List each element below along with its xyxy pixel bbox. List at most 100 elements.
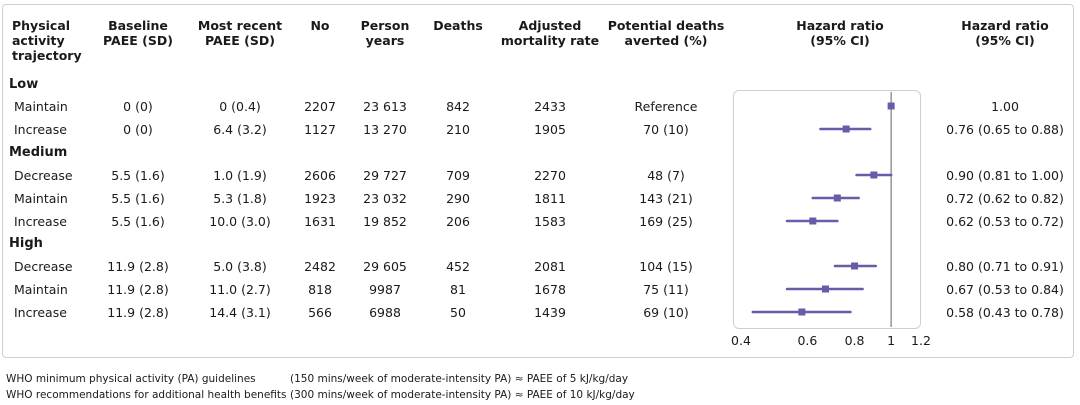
x-tick-label: 0.4 — [731, 333, 751, 348]
x-tick-label: 1 — [887, 333, 895, 348]
header-trajectory-line: activity — [12, 33, 65, 48]
recent-cell: 14.4 (3.1) — [209, 305, 271, 320]
x-tick-label: 0.8 — [845, 333, 865, 348]
hr-point — [822, 285, 830, 293]
trajectory-cell: Decrease — [14, 168, 73, 183]
person-years-cell: 29 605 — [363, 259, 407, 274]
header-no-line: No — [310, 18, 330, 33]
trajectory-cell: Increase — [14, 305, 67, 320]
no-cell: 566 — [308, 305, 332, 320]
header-trajectory-line: trajectory — [12, 48, 82, 63]
no-cell: 818 — [308, 282, 332, 297]
trajectory-cell: Increase — [14, 122, 67, 137]
deaths-cell: 81 — [450, 282, 466, 297]
no-cell: 2482 — [304, 259, 336, 274]
person-years-cell: 29 727 — [363, 168, 407, 183]
note-label: WHO recommendations for additional healt… — [6, 389, 287, 401]
header-adjusted-line: Adjusted — [518, 18, 582, 33]
hr-text-cell: 0.58 (0.43 to 0.78) — [946, 305, 1064, 320]
header-hr-plot-line: Hazard ratio — [796, 18, 884, 33]
forest-plot: 0.4 0.6 0.8 1 1.2 — [731, 92, 931, 348]
baseline-cell: 5.5 (1.6) — [111, 168, 165, 183]
baseline-cell: 11.9 (2.8) — [107, 259, 169, 274]
deaths-cell: 210 — [446, 122, 470, 137]
person-years-cell: 23 032 — [363, 191, 407, 206]
hr-point — [833, 194, 841, 202]
header-deaths-line: Deaths — [433, 18, 483, 33]
adjusted-cell: 2081 — [534, 259, 566, 274]
person-years-cell: 23 613 — [363, 99, 407, 114]
hr-point — [798, 308, 806, 316]
recent-cell: 5.0 (3.8) — [213, 259, 267, 274]
adjusted-cell: 1583 — [534, 214, 566, 229]
averted-cell: Reference — [634, 99, 698, 114]
header-no: No — [300, 18, 340, 33]
hr-point — [870, 171, 878, 179]
header-recent-line: Most recent — [197, 18, 283, 33]
deaths-cell: 290 — [446, 191, 470, 206]
header-trajectory: Physical activity trajectory — [12, 18, 82, 63]
recent-cell: 11.0 (2.7) — [209, 282, 271, 297]
hr-point — [887, 102, 895, 110]
header-person-years-line: Person — [360, 18, 410, 33]
header-averted-line: Potential deaths — [607, 18, 725, 33]
baseline-cell: 11.9 (2.8) — [107, 305, 169, 320]
hr-point — [809, 217, 817, 225]
header-recent-line: PAEE (SD) — [205, 33, 275, 48]
x-tick-label: 1.2 — [911, 333, 931, 348]
header-averted-line: averted (%) — [624, 33, 708, 48]
header-hr-plot: Hazard ratio (95% CI) — [765, 18, 915, 48]
trajectory-cell: Increase — [14, 214, 67, 229]
baseline-cell: 5.5 (1.6) — [111, 191, 165, 206]
adjusted-cell: 1678 — [534, 282, 566, 297]
averted-cell: 169 (25) — [639, 214, 693, 229]
hr-text-cell: 0.67 (0.53 to 0.84) — [946, 282, 1064, 297]
header-hr-text: Hazard ratio (95% CI) — [940, 18, 1070, 48]
baseline-cell: 0 (0) — [123, 99, 153, 114]
note-value: (300 mins/week of moderate-intensity PA)… — [290, 389, 635, 401]
no-cell: 1127 — [304, 122, 336, 137]
header-adjusted: Adjusted mortality rate — [498, 18, 602, 48]
header-adjusted-line: mortality rate — [500, 33, 600, 48]
header-person-years-line: years — [365, 33, 405, 48]
header-person-years: Person years — [355, 18, 415, 48]
averted-cell: 143 (21) — [639, 191, 693, 206]
hr-text-cell: 0.90 (0.81 to 1.00) — [946, 168, 1064, 183]
averted-cell: 104 (15) — [639, 259, 693, 274]
hr-text-cell: 0.72 (0.62 to 0.82) — [946, 191, 1064, 206]
baseline-cell: 0 (0) — [123, 122, 153, 137]
header-averted: Potential deaths averted (%) — [604, 18, 728, 48]
averted-cell: 69 (10) — [643, 305, 689, 320]
trajectory-cell: Maintain — [14, 282, 68, 297]
header-baseline: Baseline PAEE (SD) — [88, 18, 188, 48]
trajectory-cell: Decrease — [14, 259, 73, 274]
table-frame — [2, 4, 1074, 358]
recent-cell: 0 (0.4) — [219, 99, 261, 114]
header-baseline-line: Baseline — [108, 18, 168, 33]
recent-cell: 6.4 (3.2) — [213, 122, 267, 137]
header-trajectory-line: Physical — [12, 18, 71, 33]
header-hr-text-line: (95% CI) — [975, 33, 1035, 48]
person-years-cell: 6988 — [369, 305, 401, 320]
averted-cell: 75 (11) — [643, 282, 689, 297]
recent-cell: 1.0 (1.9) — [213, 168, 267, 183]
x-tick-label: 0.6 — [797, 333, 817, 348]
deaths-cell: 709 — [446, 168, 470, 183]
hr-text-cell: 0.80 (0.71 to 0.91) — [946, 259, 1064, 274]
adjusted-cell: 1439 — [534, 305, 566, 320]
header-recent: Most recent PAEE (SD) — [185, 18, 295, 48]
hr-point — [851, 262, 859, 270]
header-hr-plot-line: (95% CI) — [810, 33, 870, 48]
group-label-high: High — [9, 236, 43, 251]
hr-text-cell: 0.76 (0.65 to 0.88) — [946, 122, 1064, 137]
group-label-medium: Medium — [9, 145, 68, 160]
header-hr-text-line: Hazard ratio — [961, 18, 1049, 33]
averted-cell: 70 (10) — [643, 122, 689, 137]
header-baseline-line: PAEE (SD) — [103, 33, 173, 48]
note-label: WHO minimum physical activity (PA) guide… — [6, 373, 256, 385]
no-cell: 2606 — [304, 168, 336, 183]
deaths-cell: 206 — [446, 214, 470, 229]
no-cell: 2207 — [304, 99, 336, 114]
group-label-low: Low — [9, 77, 39, 92]
hr-text-cell: 0.62 (0.53 to 0.72) — [946, 214, 1064, 229]
